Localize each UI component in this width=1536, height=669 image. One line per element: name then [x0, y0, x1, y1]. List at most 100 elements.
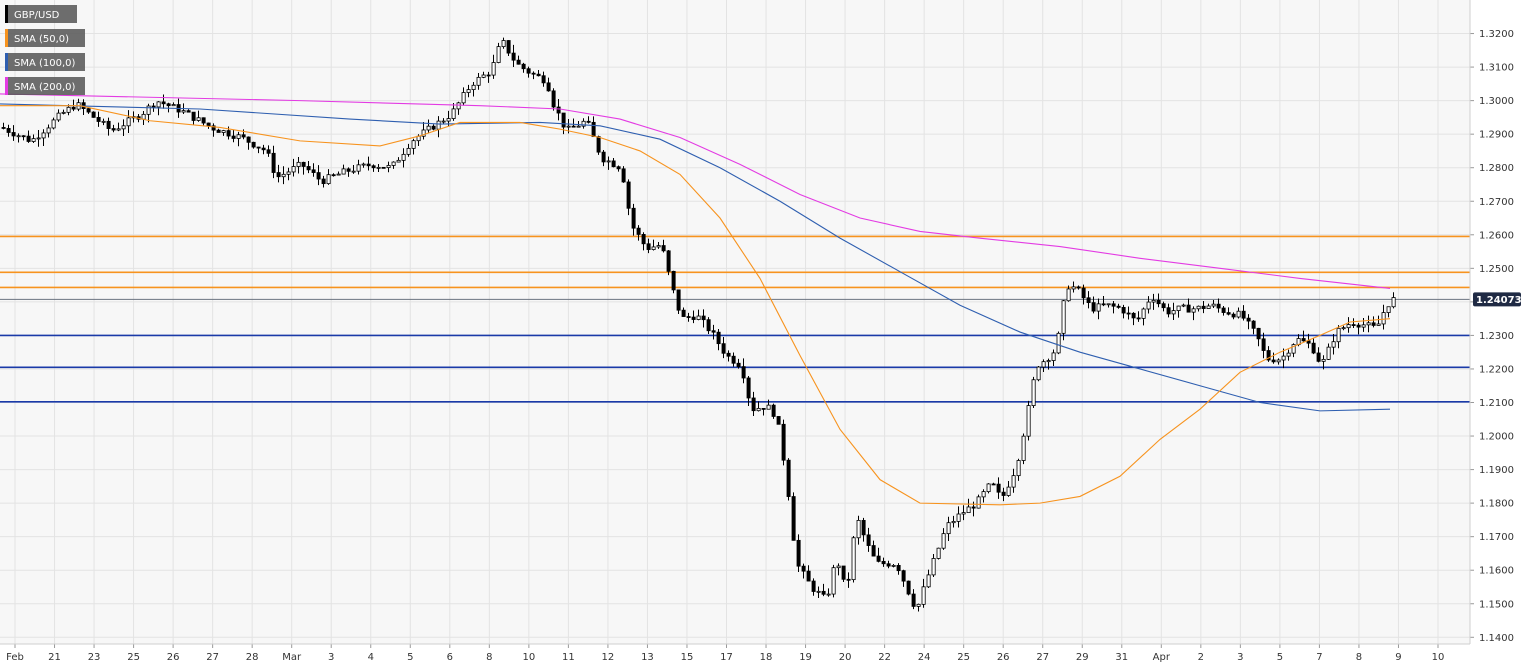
- y-tick-label: 1.1700: [1479, 532, 1514, 543]
- candle-bearish: [1221, 307, 1226, 313]
- candle-bullish: [101, 120, 106, 123]
- y-tick-label: 1.1600: [1479, 566, 1514, 577]
- candle-bearish: [646, 243, 651, 250]
- x-tick-label: 15: [681, 652, 694, 663]
- x-tick-label: 10: [1432, 652, 1445, 663]
- candle-bullish: [451, 108, 456, 119]
- candle-bearish: [191, 111, 196, 121]
- time-axis-ticks: Feb 21 23 25 26 27 28 Mar 3 4 5 6 8 10 11 12 13 15 17 18 19 2…: [6, 644, 1444, 663]
- candle-bearish: [661, 245, 666, 252]
- candle-bearish: [371, 165, 376, 169]
- candle-bullish: [936, 547, 941, 559]
- candle-bullish: [336, 173, 341, 176]
- x-tick-label: 3: [328, 652, 334, 663]
- candle-bearish: [571, 125, 576, 128]
- candle-bullish: [441, 120, 446, 123]
- candle-bearish: [711, 330, 716, 333]
- candle-bullish: [1096, 303, 1101, 312]
- candle-bullish: [476, 76, 481, 86]
- candle-bearish: [611, 160, 616, 168]
- candle-bearish: [1251, 320, 1256, 329]
- candle-bearish: [1001, 491, 1006, 496]
- candle-bearish: [91, 111, 96, 118]
- x-tick-label: 19: [799, 652, 812, 663]
- candle-bearish: [906, 580, 911, 595]
- candle-bullish: [816, 590, 821, 593]
- candle-bullish: [171, 104, 176, 107]
- candle-bullish: [851, 537, 856, 581]
- candle-bullish: [351, 170, 356, 173]
- candle-bearish: [256, 146, 261, 149]
- x-tick-label: 2: [1198, 652, 1204, 663]
- candle-bearish: [11, 132, 16, 137]
- candle-bearish: [201, 117, 206, 124]
- candle-bearish: [551, 90, 556, 108]
- candle-bullish: [1376, 323, 1381, 326]
- x-tick-label: 5: [1277, 652, 1283, 663]
- candle-bullish: [326, 174, 331, 185]
- candle-bearish: [681, 309, 686, 317]
- x-tick-label: 9: [1395, 652, 1401, 663]
- candle-bearish: [1371, 322, 1376, 326]
- x-tick-label: 6: [447, 652, 453, 663]
- candle-bullish: [696, 315, 701, 320]
- candle-bullish: [956, 513, 961, 522]
- candle-bearish: [741, 366, 746, 379]
- candle-bullish: [31, 138, 36, 142]
- candle-bearish: [721, 343, 726, 354]
- x-tick-label: 27: [206, 652, 219, 663]
- candle-bearish: [671, 270, 676, 291]
- candle-bearish: [331, 174, 336, 177]
- y-tick-label: 1.2200: [1479, 364, 1514, 375]
- candle-bearish: [161, 101, 166, 105]
- candle-bearish: [1126, 312, 1131, 315]
- y-tick-label: 1.2000: [1479, 432, 1514, 443]
- candle-bullish: [606, 160, 611, 163]
- y-tick-label: 1.1900: [1479, 465, 1514, 476]
- candle-bearish: [521, 63, 526, 70]
- candle-bearish: [761, 408, 766, 410]
- x-tick-label: 26: [167, 652, 180, 663]
- candle-bullish: [1061, 300, 1066, 334]
- candle-bearish: [731, 355, 736, 364]
- x-tick-label: 22: [878, 652, 891, 663]
- candle-bearish: [6, 128, 11, 133]
- x-tick-label: Mar: [282, 652, 302, 663]
- candle-bearish: [346, 168, 351, 172]
- candle-bearish: [1161, 303, 1166, 309]
- candle-bullish: [1026, 405, 1031, 437]
- candle-bearish: [1226, 312, 1231, 315]
- candle-bullish: [396, 159, 401, 163]
- candle-bullish: [1286, 352, 1291, 357]
- candle-bullish: [116, 128, 121, 131]
- candle-bearish: [706, 319, 711, 332]
- candle-bearish: [1306, 340, 1311, 344]
- candle-bearish: [1186, 304, 1191, 313]
- candle-bullish: [1366, 322, 1371, 326]
- candle-bearish: [1261, 338, 1266, 351]
- candle-bearish: [591, 121, 596, 138]
- candle-bearish: [596, 136, 601, 153]
- candle-bearish: [511, 52, 516, 61]
- x-tick-label: 5: [407, 652, 413, 663]
- current-price-marker: 1.24073: [1473, 292, 1522, 307]
- candle-bearish: [276, 172, 281, 178]
- candle-bullish: [916, 603, 921, 607]
- candle-bullish: [1051, 352, 1056, 361]
- candle-bullish: [1066, 288, 1071, 302]
- y-tick-label: 1.2600: [1479, 230, 1514, 241]
- candle-bullish: [1326, 346, 1331, 360]
- candle-bearish: [1356, 324, 1361, 328]
- candle-bullish: [496, 46, 501, 63]
- candle-bearish: [106, 120, 111, 129]
- candle-bearish: [21, 135, 26, 138]
- candle-bearish: [516, 59, 521, 65]
- y-tick-label: 1.1400: [1479, 633, 1514, 644]
- candle-bearish: [866, 534, 871, 546]
- candle-bearish: [26, 135, 31, 142]
- moving-averages: [0, 93, 1391, 506]
- candle-bearish: [911, 593, 916, 607]
- candle-bullish: [1236, 310, 1241, 318]
- candle-bearish: [1101, 303, 1106, 306]
